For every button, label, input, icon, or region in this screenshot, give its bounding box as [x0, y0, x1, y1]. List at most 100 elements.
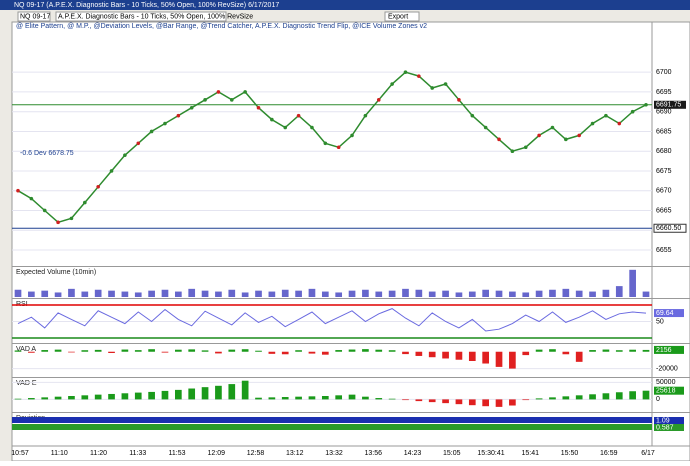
- bar: [201, 290, 209, 297]
- bar: [268, 291, 276, 297]
- x-tick-label: 10:57: [11, 450, 29, 457]
- price-point: [390, 82, 394, 86]
- bar: [522, 351, 530, 356]
- bar: [402, 288, 409, 297]
- bar: [134, 292, 142, 297]
- bar: [161, 390, 169, 400]
- title-bar: [0, 0, 690, 10]
- x-tick-label: 15:30:41: [477, 450, 504, 457]
- bar: [442, 399, 449, 404]
- bar: [589, 291, 596, 297]
- price-point: [617, 121, 622, 126]
- bar: [255, 397, 262, 400]
- bar-type-select[interactable]: [55, 11, 227, 22]
- y-tick-label: 6695: [656, 89, 672, 96]
- bar: [629, 269, 636, 297]
- x-tick-label: 14:23: [404, 450, 422, 457]
- x-tick-label: 15:50: [561, 450, 579, 457]
- bar: [41, 290, 49, 297]
- bar: [148, 290, 155, 297]
- price-point: [417, 74, 421, 78]
- instrument: NQ 09-17: [20, 13, 50, 20]
- price-point: [123, 153, 127, 157]
- bar: [549, 349, 556, 352]
- y-tick-label: 6690: [656, 109, 672, 116]
- value-box: [654, 386, 684, 395]
- bar: [495, 351, 503, 367]
- y-tick-label: 6685: [656, 128, 672, 135]
- bar: [535, 349, 543, 352]
- bar: [562, 351, 570, 355]
- price-point: [430, 86, 435, 90]
- value-label: 25618: [656, 388, 676, 395]
- bar: [295, 350, 302, 352]
- bar: [188, 349, 196, 352]
- bar: [402, 399, 409, 401]
- y-tick-label: 6670: [656, 188, 672, 195]
- export-button[interactable]: [384, 11, 420, 22]
- bar: [94, 289, 102, 297]
- bar: [455, 399, 463, 405]
- bar: [455, 351, 463, 360]
- deviation-band: [12, 417, 652, 423]
- x-tick-label: 6/17: [641, 450, 655, 457]
- bar: [415, 351, 423, 356]
- bar: [375, 291, 383, 297]
- price-point: [590, 121, 595, 126]
- bar: [28, 398, 35, 400]
- bar: [428, 351, 436, 358]
- bar: [348, 349, 356, 352]
- x-tick-label: 13:32: [325, 450, 343, 457]
- bar: [161, 351, 169, 353]
- time-axis: [11, 445, 690, 462]
- bar: [108, 290, 115, 297]
- x-tick-label: 11:33: [129, 450, 146, 457]
- x-tick-label: 11:20: [90, 450, 107, 457]
- price-point: [550, 125, 555, 130]
- bar: [81, 395, 89, 400]
- x-tick-label: 11:10: [51, 450, 68, 457]
- bar: [495, 290, 503, 297]
- price-point: [283, 125, 288, 130]
- bar: [228, 289, 236, 297]
- bar: [308, 288, 316, 297]
- bar: [388, 398, 396, 400]
- value-label: 0.587: [656, 424, 674, 431]
- price-point: [56, 220, 60, 225]
- bar: [28, 351, 35, 353]
- instrument-select[interactable]: [17, 11, 51, 22]
- bar: [134, 392, 142, 400]
- price-point: [109, 169, 114, 173]
- bar: [175, 389, 182, 400]
- bar: [215, 385, 222, 400]
- x-tick-label: 15:41: [521, 450, 539, 457]
- level-label: 6660.50: [656, 225, 681, 232]
- bar: [468, 399, 476, 406]
- bar: [415, 289, 423, 297]
- x-tick-label: 11:53: [169, 450, 186, 457]
- price-point: [630, 109, 635, 114]
- deviation-band: [12, 424, 652, 430]
- bar: [482, 399, 489, 407]
- bar: [388, 290, 396, 297]
- bar: [362, 289, 369, 297]
- bar: [642, 349, 650, 352]
- price-point: [42, 208, 47, 213]
- price-point: [363, 113, 368, 118]
- y-tick-label: 6655: [656, 247, 672, 254]
- panel-title: VAD A: [16, 346, 36, 353]
- price-point: [270, 117, 274, 122]
- bar: [362, 396, 369, 400]
- bar: [589, 350, 596, 352]
- annotation: -0.6 Dev 6678.75: [20, 150, 74, 157]
- y-tick-label: 50: [656, 318, 664, 325]
- bar: [442, 290, 449, 297]
- x-tick-label: 13:56: [364, 450, 382, 457]
- bar: [215, 291, 222, 297]
- price-point: [457, 98, 461, 102]
- bar: [321, 351, 329, 355]
- bar: [388, 350, 396, 352]
- bar: [642, 390, 650, 400]
- bar: [81, 291, 89, 297]
